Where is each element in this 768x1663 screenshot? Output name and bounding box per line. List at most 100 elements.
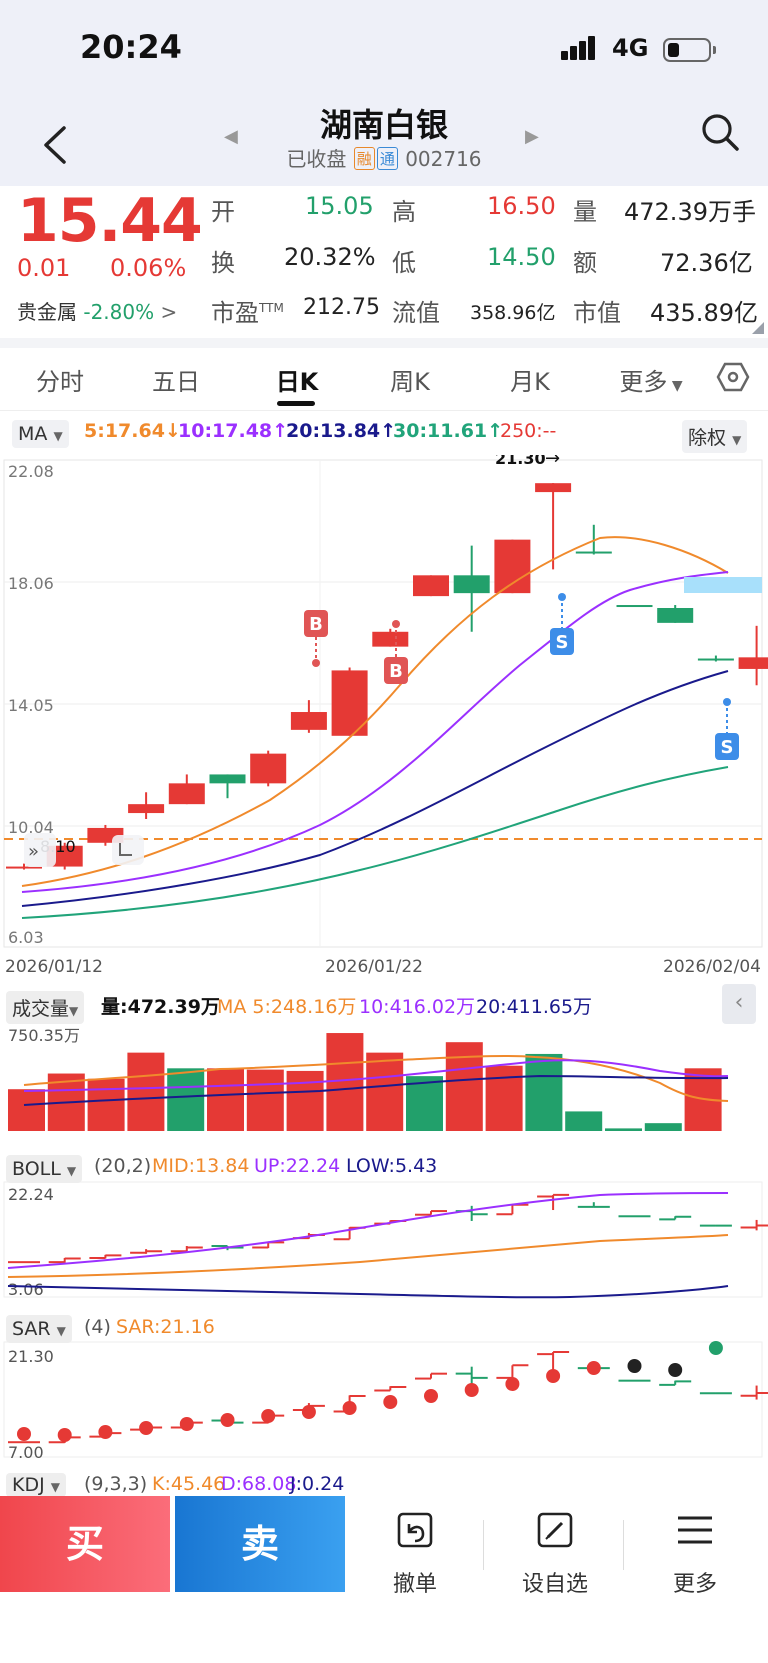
volume-bar	[445, 1042, 483, 1131]
prev-stock-icon[interactable]: ◀	[224, 126, 238, 147]
candle-body	[413, 575, 449, 597]
stock-title: 湖南白银	[319, 106, 448, 144]
sar-dot	[139, 1421, 154, 1435]
candle-body	[128, 804, 165, 814]
volume-chart: 750.35万	[8, 1026, 729, 1131]
volume-max-tick: 750.35万	[8, 1026, 80, 1045]
expand-corner-icon[interactable]	[752, 322, 764, 334]
pe-label: 市盈TTM	[211, 299, 284, 327]
volume-ma20: 20:411.65万	[476, 996, 593, 1018]
tab-day-k[interactable]: 日K	[275, 368, 319, 396]
candle-body	[453, 575, 490, 594]
kdj-d: D:68.08	[221, 1473, 297, 1495]
candle-body	[372, 631, 409, 647]
expand-left-icon[interactable]: »	[24, 833, 56, 867]
volume-bar	[525, 1053, 563, 1131]
candle-body	[209, 774, 246, 784]
more-button[interactable]: 更多	[672, 1572, 717, 1597]
turnover-label: 换	[211, 249, 235, 277]
price-change-pct: 0.06%	[110, 254, 187, 282]
triangle-down-icon: ▼	[56, 1324, 66, 1338]
nav-header	[0, 100, 768, 186]
triangle-down-icon: ▼	[667, 378, 683, 394]
volume-bar	[326, 1033, 364, 1131]
sar-dot	[383, 1395, 398, 1409]
connect-tag: 通	[376, 147, 398, 170]
volume-bar	[406, 1076, 443, 1131]
tab-more[interactable]: 更多 ▼	[619, 368, 683, 396]
settings-hex-icon[interactable]	[716, 362, 750, 396]
svg-text:S: S	[556, 632, 569, 653]
x-tick-2: 2026/01/22	[325, 957, 423, 975]
low-label: 低	[392, 249, 416, 277]
stock-subtitle: 已收盘 融通 002716	[0, 143, 768, 172]
active-tab-indicator	[277, 401, 315, 406]
mcap-label: 市值	[573, 299, 621, 327]
tab-intraday[interactable]: 分时	[36, 368, 84, 396]
search-icon[interactable]	[700, 112, 740, 152]
cancel-order-icon	[395, 1510, 435, 1554]
marker-b-1: B	[304, 610, 328, 667]
volume-bar	[8, 1089, 45, 1131]
high-price-label: 21.30	[495, 455, 546, 468]
highlight-zone	[684, 577, 762, 593]
boll-chart: 22.24 3.06	[3, 1181, 768, 1299]
y-tick-5: 6.03	[8, 928, 44, 947]
candle-body	[250, 753, 287, 784]
adjust-selector[interactable]: 除权 ▼	[682, 420, 748, 453]
triangle-down-icon: ▼	[66, 1164, 77, 1178]
candle-body	[494, 539, 531, 594]
kline-chart[interactable]: 22.08 18.06 14.05 10.04 6.03 2026/01/12 …	[0, 455, 768, 975]
back-icon[interactable]	[40, 124, 70, 173]
tab-five-day[interactable]: 五日	[152, 368, 200, 396]
sell-button[interactable]: 卖	[175, 1496, 345, 1592]
volume-selector[interactable]: 成交量▼	[6, 991, 85, 1024]
battery-icon	[663, 38, 711, 62]
signal-icon	[561, 51, 568, 60]
ma20-value: 20:13.84↑	[286, 420, 397, 442]
tab-divider	[0, 410, 768, 411]
y-tick-4: 10.04	[8, 818, 54, 837]
status-bar	[0, 0, 768, 100]
volume-bar	[207, 1068, 244, 1131]
buy-button[interactable]: 买	[0, 1496, 170, 1592]
sar-dot	[708, 1341, 723, 1355]
boll-selector[interactable]: BOLL ▼	[6, 1155, 83, 1183]
kdj-j: J:0.24	[290, 1473, 345, 1495]
battery-nub	[713, 46, 716, 54]
low-value: 14.50	[487, 243, 556, 271]
arrow-right-icon: →	[545, 455, 560, 469]
collapse-panel-icon[interactable]: ‹	[722, 984, 756, 1024]
x-tick-1: 2026/01/12	[5, 957, 103, 975]
kdj-selector[interactable]: KDJ ▼	[6, 1473, 66, 1497]
next-stock-icon[interactable]: ▶	[525, 126, 539, 147]
ma30-value: 30:11.61↑	[393, 420, 504, 442]
cancel-order-button[interactable]: 撤单	[392, 1572, 437, 1597]
candle-body	[657, 608, 694, 623]
boll-mid-line	[7, 1234, 729, 1278]
triangle-down-icon: ▼	[53, 429, 63, 443]
volume-ma10-line	[23, 1059, 729, 1092]
tab-month-k[interactable]: 月K	[510, 368, 550, 396]
sector-change: -2.80%	[83, 300, 155, 324]
volume-bar	[605, 1128, 642, 1131]
candles-group	[6, 483, 768, 870]
triangle-down-icon: ▼	[50, 1480, 60, 1494]
sar-value: SAR:21.16	[116, 1316, 215, 1338]
sar-dot	[301, 1405, 316, 1419]
ma-selector[interactable]: MA ▼	[12, 420, 69, 448]
volume-ma10: 10:416.02万	[359, 996, 476, 1018]
add-watchlist-button[interactable]: 设自选	[521, 1572, 588, 1597]
sar-dot	[342, 1401, 357, 1415]
sector-link[interactable]: 贵金属 -2.80% >	[17, 296, 177, 325]
turnover-value: 20.32%	[284, 243, 376, 271]
boll-mid: MID:13.84	[152, 1155, 250, 1177]
sar-selector[interactable]: SAR ▼	[6, 1315, 72, 1343]
volume-bar	[485, 1065, 523, 1131]
y-tick-3: 14.05	[8, 696, 54, 715]
fullscreen-icon[interactable]	[112, 835, 144, 865]
market-status: 已收盘	[286, 147, 347, 171]
sar-dot	[505, 1377, 520, 1391]
pe-sup: TTM	[259, 301, 284, 315]
tab-week-k[interactable]: 周K	[390, 368, 430, 396]
